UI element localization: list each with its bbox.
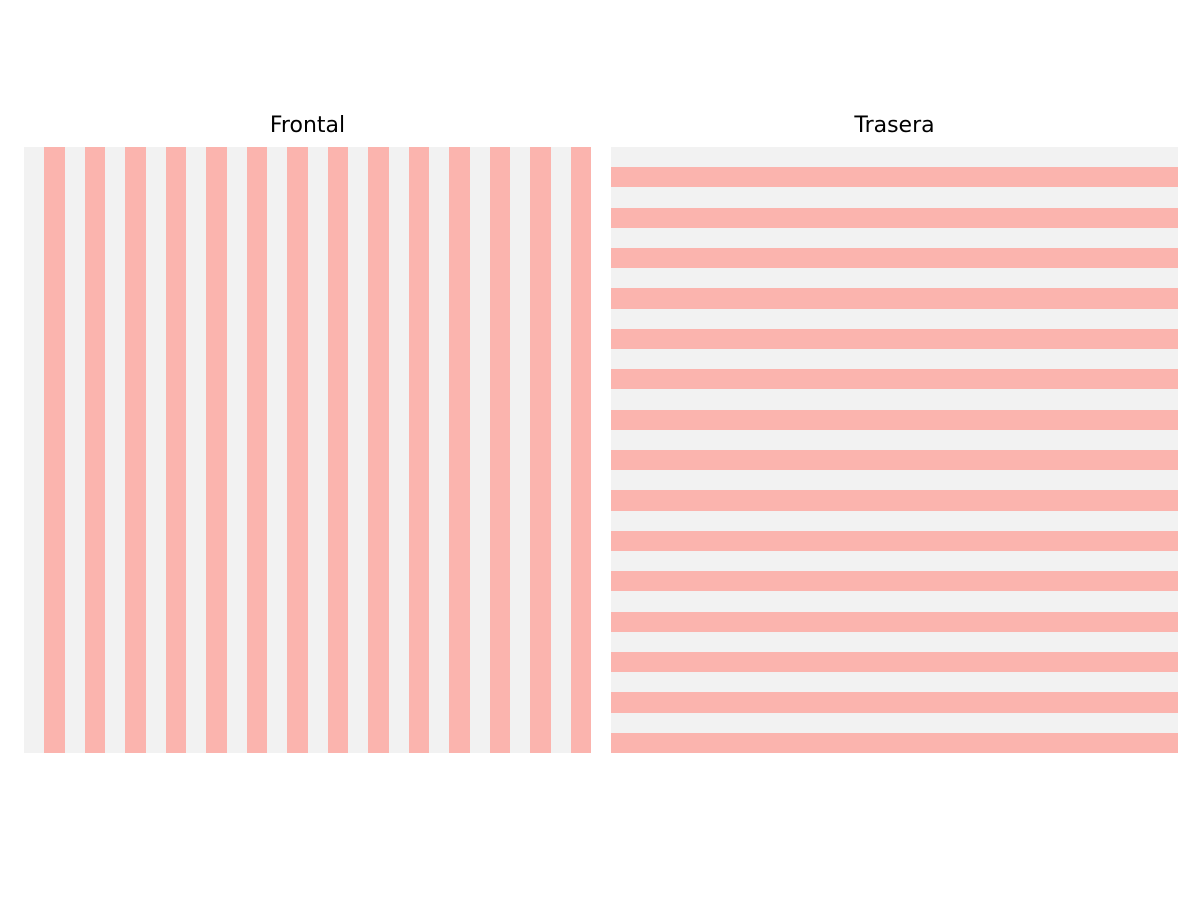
front-panel-title: Frontal <box>269 113 346 138</box>
stripe-light <box>145 147 166 753</box>
stripe-light <box>611 187 1178 208</box>
stripe-accent <box>44 147 65 753</box>
stripe-light <box>267 147 288 753</box>
stripe-accent <box>368 147 389 753</box>
stripe-light <box>611 510 1178 531</box>
stripe-accent <box>611 288 1178 309</box>
stripe-light <box>348 147 369 753</box>
stripe-accent <box>408 147 429 753</box>
stripe-accent <box>327 147 348 753</box>
stripe-accent <box>611 167 1178 188</box>
stripe-accent <box>611 530 1178 552</box>
stripe-accent <box>489 147 510 753</box>
stripe-accent <box>449 147 470 753</box>
stripe-accent <box>611 369 1178 390</box>
stripe-light <box>429 147 450 753</box>
stripe-accent <box>611 692 1178 713</box>
stripe-accent <box>246 147 267 753</box>
stripe-accent <box>611 571 1178 592</box>
stripe-light <box>24 147 45 753</box>
stripe-light <box>611 308 1178 329</box>
stripe-accent <box>611 450 1178 471</box>
stripe-accent <box>611 611 1178 632</box>
stripe-light <box>105 147 126 753</box>
stripe-light <box>611 147 1178 168</box>
stripe-light <box>611 712 1178 733</box>
stripe-light <box>186 147 207 753</box>
stripe-light <box>611 591 1178 612</box>
stripe-light <box>510 147 531 753</box>
stripe-light <box>550 147 571 753</box>
stripe-accent <box>611 328 1178 350</box>
stripe-accent <box>287 147 308 753</box>
stripe-light <box>611 470 1178 491</box>
stripe-light <box>611 551 1178 572</box>
stripe-light <box>611 631 1178 653</box>
back-panel: Trasera <box>611 110 1178 754</box>
stripe-light <box>611 227 1178 249</box>
stripe-accent <box>611 409 1178 430</box>
stripe-light <box>611 349 1178 370</box>
stripe-accent <box>611 248 1178 269</box>
front-stripe-pattern <box>24 147 591 753</box>
stripe-light <box>611 672 1178 693</box>
stripe-light <box>226 147 247 753</box>
stripe-accent <box>530 147 551 753</box>
stripe-accent <box>570 147 591 753</box>
stripe-light <box>611 268 1178 289</box>
stripe-accent <box>125 147 146 753</box>
stripe-accent <box>165 147 186 753</box>
stripe-accent <box>611 207 1178 228</box>
stripe-light <box>64 147 85 753</box>
back-panel-title: Trasera <box>854 113 935 138</box>
stripe-accent <box>611 732 1178 754</box>
stripe-accent <box>84 147 105 753</box>
stripe-accent <box>611 490 1178 511</box>
stripe-accent <box>611 652 1178 673</box>
stripe-light <box>307 147 328 753</box>
back-stripe-pattern <box>611 147 1178 754</box>
stripe-light <box>611 429 1178 451</box>
stripe-light <box>611 389 1178 410</box>
front-panel: Frontal <box>24 110 591 753</box>
stripe-accent <box>206 147 227 753</box>
stripe-light <box>388 147 409 753</box>
stripe-light <box>469 147 490 753</box>
